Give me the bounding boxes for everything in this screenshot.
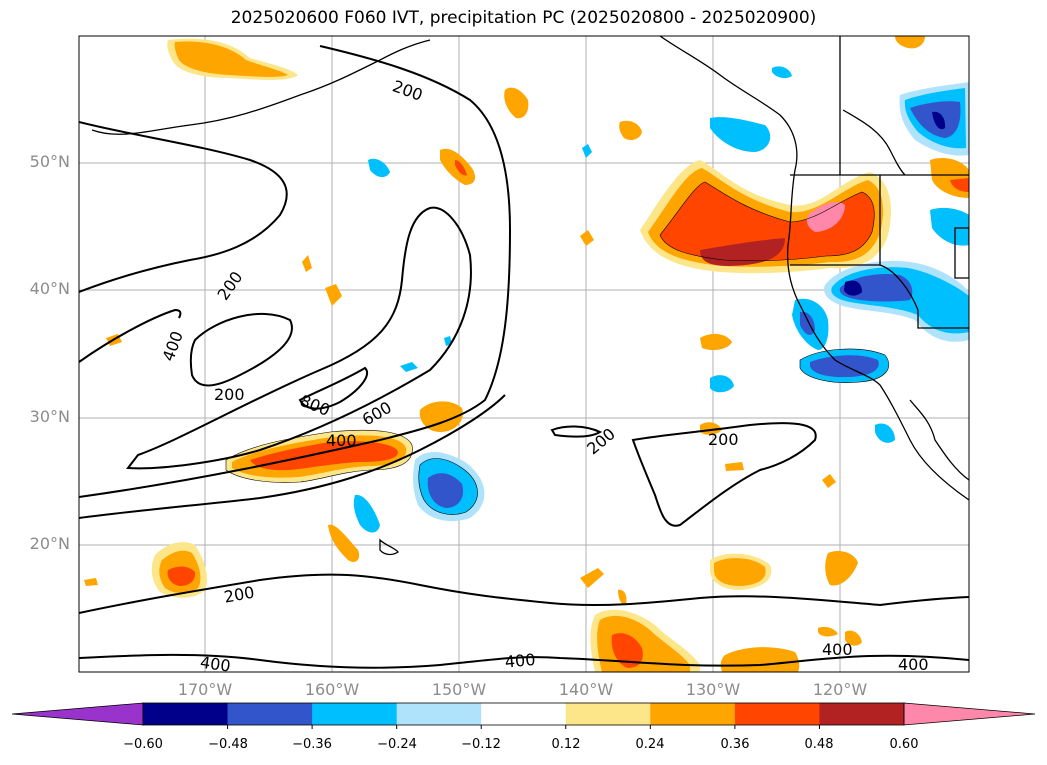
contour-label: 400 bbox=[199, 653, 232, 676]
colorbar-tick-label: −0.48 bbox=[208, 737, 248, 752]
colorbar-cells bbox=[143, 703, 905, 725]
colorbar-cell bbox=[396, 703, 482, 725]
colorbar-cell bbox=[565, 703, 651, 725]
colorbar bbox=[11, 702, 1036, 729]
contour-label: 400 bbox=[898, 655, 929, 674]
colorbar-tick-label: 0.48 bbox=[804, 737, 834, 752]
coastlines bbox=[91, 36, 969, 556]
colorbar-extend-min bbox=[11, 702, 144, 726]
colorbar-cell bbox=[734, 703, 820, 725]
colorbar-cell bbox=[481, 703, 567, 725]
colorbar-tick-label: 0.36 bbox=[720, 737, 750, 752]
map-frame bbox=[78, 35, 970, 673]
colorbar-cell bbox=[143, 703, 229, 725]
precip-outlines bbox=[225, 181, 890, 515]
contour-label: 400 bbox=[504, 650, 536, 672]
lon-label: 150°W bbox=[431, 680, 487, 699]
lat-label: 40°N bbox=[29, 279, 70, 298]
lon-label: 160°W bbox=[304, 680, 360, 699]
contour-label: 400 bbox=[326, 431, 357, 450]
lon-label: 170°W bbox=[177, 680, 233, 699]
contour-label: 200 bbox=[708, 430, 739, 449]
lat-label: 50°N bbox=[29, 152, 70, 171]
colorbar-cell bbox=[227, 703, 313, 725]
lon-label: 140°W bbox=[558, 680, 614, 699]
colorbar-cell bbox=[312, 703, 398, 725]
colorbar-cell bbox=[819, 703, 905, 725]
colorbar-tick-label: −0.12 bbox=[461, 737, 501, 752]
colorbar-tick-label: −0.60 bbox=[123, 737, 163, 752]
lon-label: 130°W bbox=[685, 680, 741, 699]
ivt-contours bbox=[79, 45, 969, 669]
contour-label: 200 bbox=[214, 385, 245, 404]
lat-label: 30°N bbox=[29, 407, 70, 426]
precip-positive-areas bbox=[84, 36, 969, 672]
map-title: 2025020600 F060 IVT, precipitation PC (2… bbox=[230, 8, 817, 28]
colorbar-tick-label: 0.60 bbox=[889, 737, 919, 752]
precip-negative-areas bbox=[353, 66, 969, 533]
colorbar-tick-label: 0.24 bbox=[635, 737, 665, 752]
contour-label: 400 bbox=[822, 640, 853, 659]
colorbar-cell bbox=[650, 703, 736, 725]
colorbar-tick-label: −0.24 bbox=[377, 737, 417, 752]
lat-label: 20°N bbox=[29, 534, 70, 553]
colorbar-tick-label: −0.36 bbox=[292, 737, 332, 752]
lon-label: 120°W bbox=[812, 680, 868, 699]
colorbar-extend-max bbox=[903, 702, 1036, 726]
colorbar-tick-label: 0.12 bbox=[551, 737, 581, 752]
